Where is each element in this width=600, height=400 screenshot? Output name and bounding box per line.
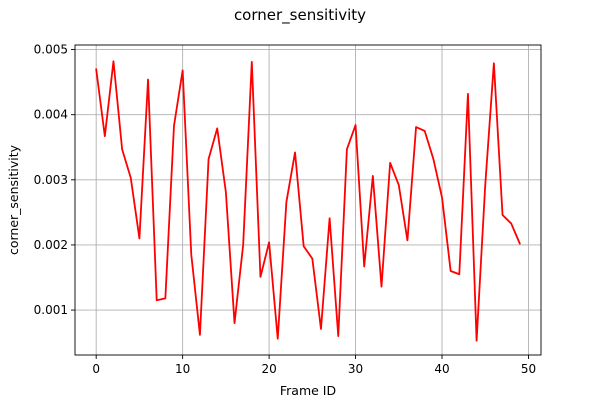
y-tick-label: 0.001 [34,303,68,317]
x-tick-label: 30 [348,362,363,376]
x-axis-label: Frame ID [280,383,336,398]
x-tick-label: 0 [92,362,100,376]
y-tick-label: 0.002 [34,238,68,252]
y-tick-label: 0.005 [34,43,68,57]
y-tick-label: 0.003 [34,173,68,187]
x-tick-label: 10 [175,362,190,376]
chart-title: corner_sensitivity [234,6,366,25]
series-layer [95,60,521,342]
y-axis-label: corner_sensitivity [6,144,21,255]
x-tick-label: 50 [521,362,536,376]
series-line [95,60,521,342]
x-tick-label: 20 [261,362,276,376]
x-tick-label: 40 [434,362,449,376]
y-tick-label: 0.004 [34,108,68,122]
axis-ticks: 0 10 20 30 40 50 0.001 0.002 0.003 0.004 0.005 [34,43,536,376]
plot-frame [74,44,542,356]
